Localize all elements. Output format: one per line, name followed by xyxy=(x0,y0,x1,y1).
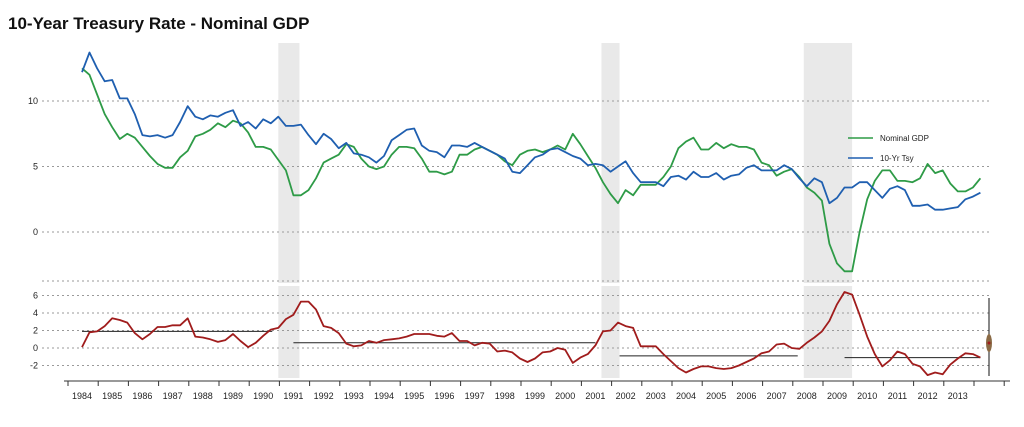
x-tick-label: 1997 xyxy=(465,391,485,401)
x-tick-label: 1986 xyxy=(132,391,152,401)
y-tick-label: 6 xyxy=(33,291,38,301)
x-tick-label: 1992 xyxy=(314,391,334,401)
recession-band xyxy=(803,43,853,283)
x-tick-label: 2011 xyxy=(888,391,907,401)
x-tick-label: 1989 xyxy=(223,391,243,401)
x-tick-label: 2008 xyxy=(797,391,817,401)
x-tick-label: 2003 xyxy=(646,391,666,401)
x-tick-label: 1988 xyxy=(193,391,213,401)
x-tick-label: 2004 xyxy=(676,391,696,401)
x-tick-label: 1985 xyxy=(102,391,122,401)
recession-band xyxy=(278,286,300,378)
recession-bands-bottom xyxy=(278,286,853,378)
series-top xyxy=(81,51,982,273)
x-tick-label: 2000 xyxy=(555,391,575,401)
x-tick-label: 1993 xyxy=(344,391,364,401)
recession-band xyxy=(601,286,620,378)
x-tick-label: 2002 xyxy=(616,391,636,401)
grid-top xyxy=(42,100,990,282)
y-tick-label: 0 xyxy=(33,227,38,237)
y-axis-top: 0 5 10 xyxy=(28,96,38,237)
spread-line xyxy=(81,291,981,376)
x-tick-label: 2007 xyxy=(767,391,787,401)
x-tick-label: 2005 xyxy=(706,391,726,401)
nominal-gdp-line xyxy=(81,67,982,273)
x-tick-label: 1991 xyxy=(283,391,303,401)
recession-band xyxy=(803,286,853,378)
recession-band xyxy=(278,43,300,283)
recession-band xyxy=(601,43,620,283)
y-tick-label: 0 xyxy=(33,343,38,353)
y-axis-bottom: -2 0 2 4 6 xyxy=(30,291,38,371)
y-tick-label: 2 xyxy=(33,326,38,336)
treasury-10yr-line xyxy=(81,51,981,211)
x-tick-label: 1996 xyxy=(434,391,454,401)
x-tick-label: 2001 xyxy=(585,391,605,401)
x-tick-label: 1998 xyxy=(495,391,515,401)
side-range-marker xyxy=(986,298,992,376)
y-tick-label: 4 xyxy=(33,308,38,318)
x-tick-label: 1999 xyxy=(525,391,545,401)
x-tick-label: 1990 xyxy=(253,391,273,401)
y-tick-label: 10 xyxy=(28,96,38,106)
x-tick-label: 2010 xyxy=(857,391,877,401)
x-tick-label: 2012 xyxy=(918,391,938,401)
x-tick-label: 1995 xyxy=(404,391,424,401)
y-tick-label: 5 xyxy=(33,162,38,172)
chart-title: 10-Year Treasury Rate - Nominal GDP xyxy=(8,14,310,33)
legend: Nominal GDP 10-Yr Tsy xyxy=(848,134,929,163)
x-tick-label: 2006 xyxy=(736,391,756,401)
legend-label: Nominal GDP xyxy=(880,134,929,143)
x-tick-label: 1984 xyxy=(72,391,92,401)
x-axis: 1984 1985 1986 1987 1988 1989 1990 1991 1992 1993… xyxy=(64,380,1010,401)
x-tick-label: 2009 xyxy=(827,391,847,401)
x-tick-label: 2013 xyxy=(948,391,968,401)
y-tick-label: -2 xyxy=(30,361,38,371)
x-tick-label: 1994 xyxy=(374,391,394,401)
legend-label: 10-Yr Tsy xyxy=(880,154,914,163)
grid-bottom xyxy=(42,295,990,366)
x-tick-label: 1987 xyxy=(163,391,183,401)
recession-bands-top xyxy=(278,43,853,283)
series-bottom xyxy=(81,291,981,376)
